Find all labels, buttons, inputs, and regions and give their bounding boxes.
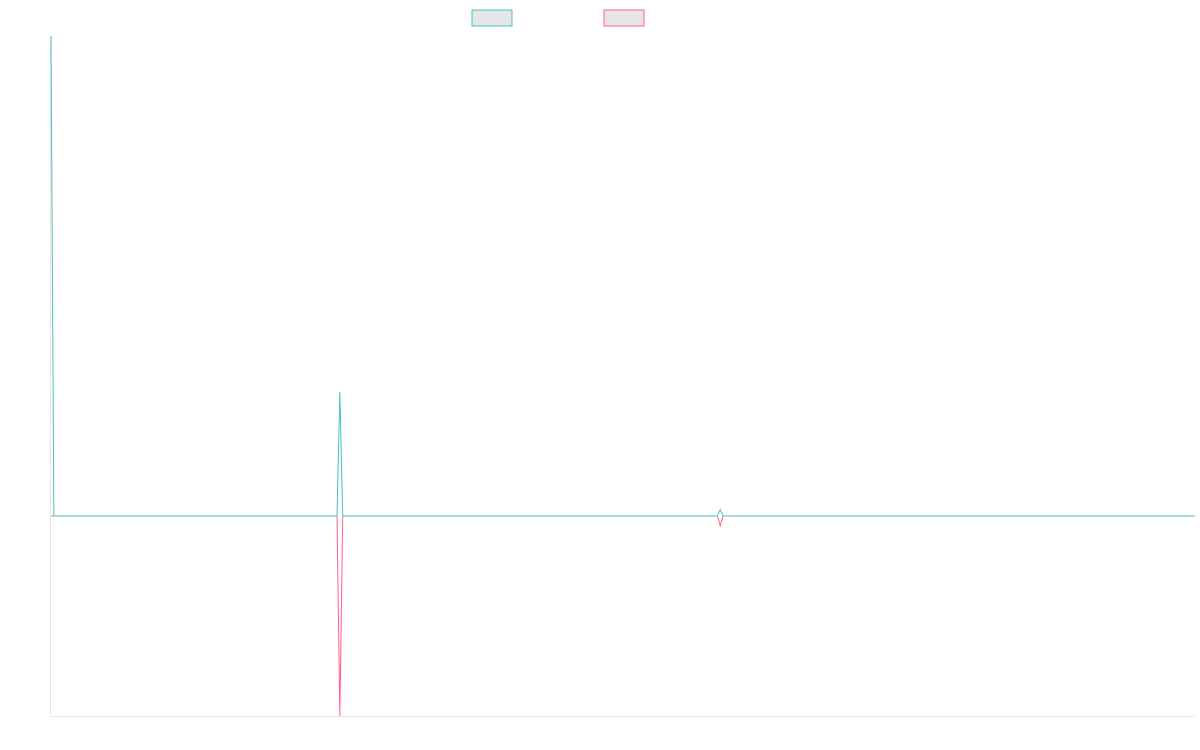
series-line-a xyxy=(50,35,1195,517)
legend-swatch-series-a[interactable] xyxy=(471,9,513,27)
axes xyxy=(50,36,1195,717)
legend-swatch-series-b[interactable] xyxy=(603,9,645,27)
plot-area xyxy=(50,35,1195,717)
legend xyxy=(471,9,645,27)
series-line-b xyxy=(51,515,1195,717)
